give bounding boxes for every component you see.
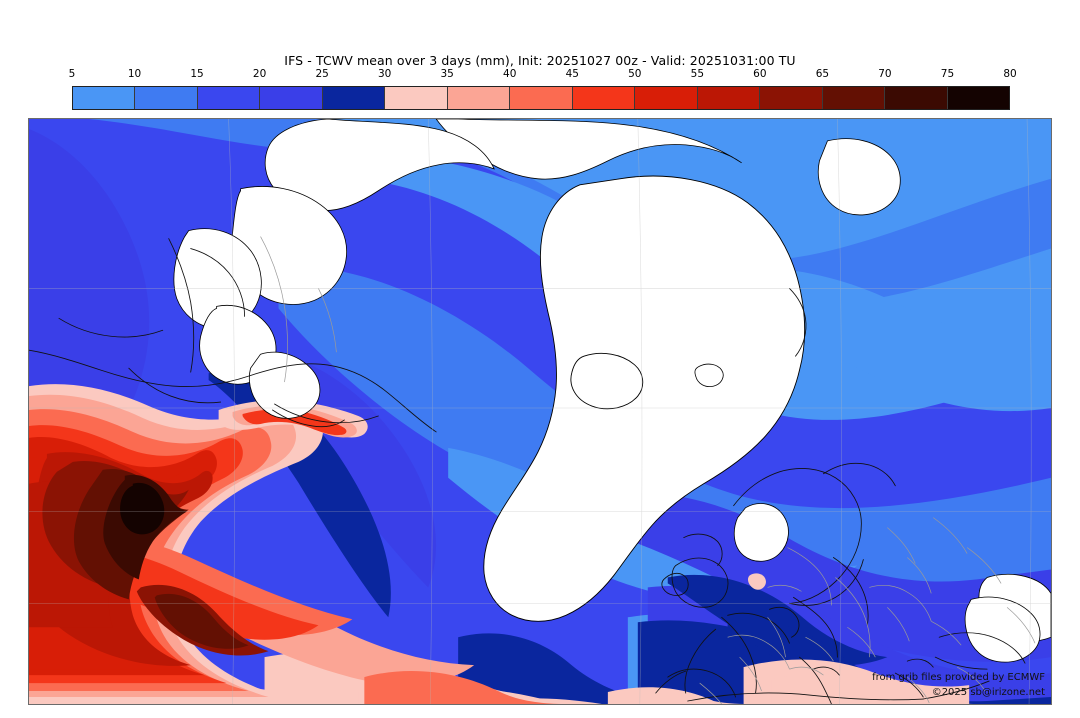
colorbar — [72, 86, 1010, 110]
country-borders — [260, 236, 1036, 704]
colorbar-tick-35: 35 — [440, 68, 454, 80]
coastlines — [29, 238, 1026, 704]
svalbard-white — [817, 138, 901, 216]
faroe-landmass — [694, 363, 724, 387]
colorbar-segment-10-15 — [135, 87, 198, 109]
colorbar-segment-5-10 — [73, 87, 136, 109]
page-title: IFS - TCWV mean over 3 days (mm), Init: … — [284, 53, 796, 68]
colorbar-tick-60: 60 — [753, 68, 767, 80]
colorbar-tick-15: 15 — [190, 68, 204, 80]
colorbar-segment-55-60 — [697, 87, 761, 109]
field-iberia-30 — [607, 687, 754, 704]
norway-white — [733, 503, 789, 562]
field-band-25b — [637, 620, 1051, 704]
colorbar-tick-45: 45 — [565, 68, 579, 80]
colorbar-segment-50-55 — [635, 87, 698, 109]
colorbar-segment-65-70 — [822, 87, 886, 109]
colorbar-tick-labels: 5 10 15 20 25 30 35 40 45 50 55 60 65 70 75 80 — [68, 68, 1017, 82]
colorbar-tick-25: 25 — [315, 68, 329, 80]
colorbar-tick-5: 5 — [68, 68, 76, 80]
plume-band-75 — [120, 482, 165, 535]
colorbar-tick-40: 40 — [503, 68, 517, 80]
colorbar-tick-80: 80 — [1003, 68, 1017, 80]
field-band-10b — [278, 267, 1051, 626]
turkey-white — [964, 596, 1041, 663]
colorbar-segment-20-25 — [260, 87, 323, 109]
colorbar-segment-25-30 — [322, 87, 386, 109]
colorbar-segment-15-20 — [197, 87, 261, 109]
colorbar-segment-30-35 — [385, 87, 448, 109]
colorbar-tick-50: 50 — [628, 68, 642, 80]
colorbar-segment-60-65 — [760, 87, 823, 109]
colorbar-tick-10: 10 — [127, 68, 142, 80]
arctic-islands-white — [264, 119, 495, 212]
colorbar-segment-40-45 — [510, 87, 573, 109]
graticule — [29, 119, 1051, 704]
field-band-25c — [458, 633, 648, 704]
colorbar-segment-70-75 — [885, 87, 948, 109]
colorbar-tick-30: 30 — [377, 68, 392, 80]
map-canvas[interactable]: from grib files provided by ECMWF ©2025 … — [28, 118, 1052, 705]
colorbar-segment-45-50 — [572, 87, 636, 109]
field-band-25d — [667, 574, 888, 666]
map-field-svg — [29, 119, 1051, 704]
field-band-25a — [208, 372, 391, 618]
plume-band-40c — [364, 670, 568, 704]
colorbar-tick-55: 55 — [690, 68, 705, 80]
field-band-05d — [727, 267, 1051, 412]
greenland-landmass — [483, 175, 805, 622]
colorbar-tick-70: 70 — [878, 68, 892, 80]
colorbar-segment-75-80 — [947, 87, 1010, 109]
colorbar-segments — [72, 86, 1010, 110]
colorbar-tick-65: 65 — [815, 68, 830, 80]
plume-finger-ne3 — [242, 409, 347, 436]
colorbar-tick-20: 20 — [252, 68, 267, 80]
field-speck-pink — [747, 573, 766, 590]
colorbar-tick-75: 75 — [940, 68, 955, 80]
colorbar-segment-35-40 — [447, 87, 511, 109]
plume-band-65b — [154, 593, 249, 649]
